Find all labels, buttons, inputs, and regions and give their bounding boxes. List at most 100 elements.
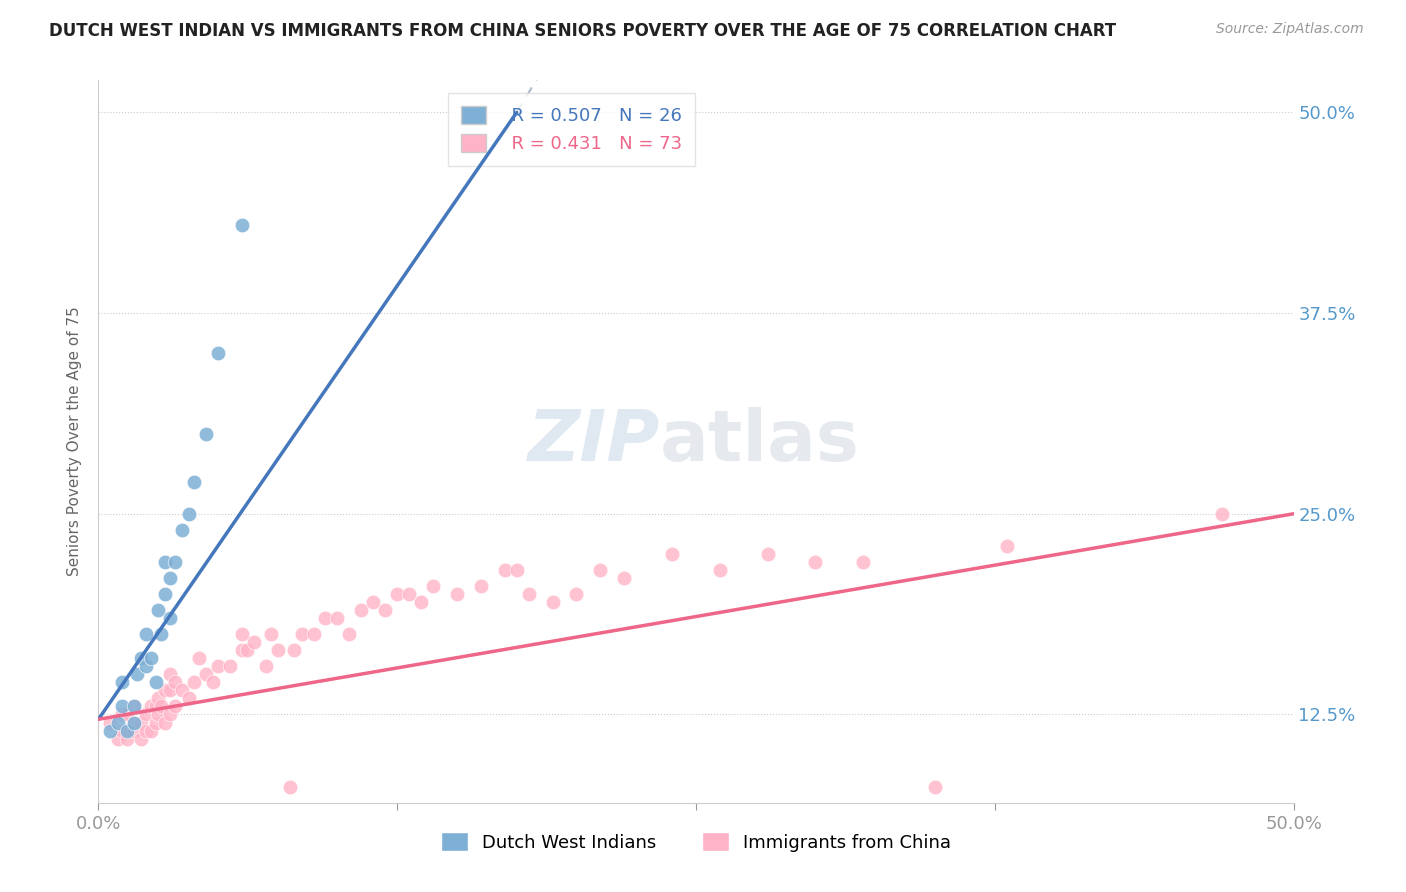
Point: [446, 587, 468, 601]
Point: [315, 611, 337, 625]
Point: [517, 587, 540, 601]
Point: [195, 426, 218, 441]
Point: [470, 579, 492, 593]
Point: [115, 707, 138, 722]
Point: [254, 659, 277, 673]
Point: [385, 587, 409, 601]
Point: [283, 643, 305, 657]
Point: [124, 723, 146, 738]
Point: [139, 723, 162, 738]
Point: [107, 715, 129, 730]
Point: [155, 715, 177, 730]
Point: [278, 780, 301, 794]
Text: ZIP: ZIP: [527, 407, 661, 476]
Point: [98, 723, 122, 738]
Point: [155, 555, 177, 569]
Point: [159, 683, 181, 698]
Point: [135, 707, 157, 722]
Point: [115, 731, 138, 746]
Point: [159, 611, 181, 625]
Point: [124, 715, 146, 730]
Point: [411, 595, 433, 609]
Point: [613, 571, 636, 585]
Point: [267, 643, 290, 657]
Point: [231, 218, 253, 232]
Point: [207, 659, 229, 673]
Point: [145, 699, 167, 714]
Point: [219, 659, 242, 673]
Point: [145, 715, 167, 730]
Point: [148, 707, 170, 722]
Point: [115, 723, 138, 738]
Point: [207, 346, 229, 360]
Point: [149, 699, 172, 714]
Point: [135, 723, 157, 738]
Point: [339, 627, 361, 641]
Point: [125, 667, 148, 681]
Point: [98, 715, 122, 730]
Point: [231, 643, 253, 657]
Point: [111, 723, 134, 738]
Point: [756, 547, 779, 561]
Point: [183, 475, 205, 489]
Point: [995, 539, 1018, 553]
Point: [111, 707, 134, 722]
Point: [139, 651, 162, 665]
Point: [363, 595, 385, 609]
Point: [163, 675, 186, 690]
Point: [139, 699, 162, 714]
Point: [124, 699, 146, 714]
Point: [159, 707, 181, 722]
Point: [202, 675, 225, 690]
Point: [155, 587, 177, 601]
Point: [179, 691, 201, 706]
Point: [163, 555, 186, 569]
Point: [172, 523, 194, 537]
Point: [163, 699, 186, 714]
Point: [195, 667, 218, 681]
Point: [231, 627, 253, 641]
Point: [159, 667, 181, 681]
Point: [135, 659, 157, 673]
Point: [259, 627, 281, 641]
Legend: Dutch West Indians, Immigrants from China: Dutch West Indians, Immigrants from Chin…: [433, 825, 959, 859]
Point: [145, 675, 167, 690]
Point: [506, 563, 529, 577]
Point: [541, 595, 564, 609]
Point: [131, 731, 153, 746]
Point: [111, 675, 134, 690]
Point: [124, 699, 146, 714]
Point: [155, 683, 177, 698]
Point: [131, 715, 153, 730]
Point: [565, 587, 588, 601]
Point: [422, 579, 444, 593]
Text: atlas: atlas: [661, 407, 860, 476]
Point: [124, 715, 146, 730]
Point: [131, 651, 153, 665]
Text: Source: ZipAtlas.com: Source: ZipAtlas.com: [1216, 22, 1364, 37]
Point: [187, 651, 209, 665]
Text: DUTCH WEST INDIAN VS IMMIGRANTS FROM CHINA SENIORS POVERTY OVER THE AGE OF 75 CO: DUTCH WEST INDIAN VS IMMIGRANTS FROM CHI…: [49, 22, 1116, 40]
Point: [179, 507, 201, 521]
Point: [804, 555, 827, 569]
Point: [661, 547, 683, 561]
Point: [374, 603, 396, 617]
Point: [148, 603, 170, 617]
Point: [183, 675, 205, 690]
Point: [589, 563, 612, 577]
Point: [111, 699, 134, 714]
Point: [159, 571, 181, 585]
Point: [302, 627, 325, 641]
Point: [326, 611, 349, 625]
Point: [924, 780, 946, 794]
Point: [243, 635, 266, 649]
Point: [149, 627, 172, 641]
Point: [350, 603, 373, 617]
Point: [235, 643, 257, 657]
Point: [148, 691, 170, 706]
Point: [494, 563, 516, 577]
Point: [172, 683, 194, 698]
Point: [1211, 507, 1233, 521]
Point: [107, 731, 129, 746]
Point: [135, 627, 157, 641]
